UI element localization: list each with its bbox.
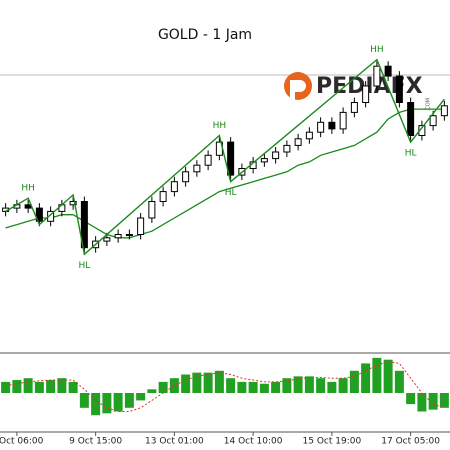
moving-average [5,108,445,239]
candle-body [407,102,415,136]
histogram-bar [91,393,101,416]
candle-body [260,158,268,163]
candle-body [317,121,325,133]
histogram-bar [406,393,416,405]
x-tick-label: 13 Oct 01:00 [145,437,204,447]
candle-body [294,138,302,146]
histogram-bar [102,393,112,414]
candle-body [35,207,43,222]
candle-body [227,141,235,176]
histogram-bar [271,381,281,393]
candle-body [440,105,448,117]
logo: PEDIAFX .COM [284,72,432,111]
zigzag-label: HH [213,121,227,131]
histogram-bar [147,389,157,393]
zigzag-label: HL [78,261,90,271]
histogram-bar [439,393,449,408]
histogram-bar [248,381,258,393]
candle-body [125,234,133,236]
candle-body [159,191,167,203]
histogram-bar [226,378,236,393]
candle-body [24,204,32,209]
histogram-bar [192,372,202,393]
chart-title: GOLD - 1 Jam [158,27,252,43]
histogram-bar [417,393,427,412]
x-tick-label: 0 Oct 06:00 [0,437,44,447]
histogram-bar [113,393,123,412]
histogram-bar [68,381,78,393]
histogram-bar [372,357,382,393]
plot-layer: HH HL HH HL HH HL 0 Oct 06:00 9 Oct 15:00 13 Oct… [0,45,449,447]
candle-body [148,201,156,219]
candle-body [193,164,201,173]
candle-body [429,115,437,127]
histogram-bar [46,380,56,393]
candle-body [47,210,55,222]
histogram-bar [428,393,438,410]
candle-body [339,111,347,130]
histogram-bar [316,378,326,393]
candle-body [272,151,280,160]
histogram-bar [394,370,404,393]
histogram-bar [203,372,213,393]
histogram-bar [383,359,393,393]
candle-body [80,201,88,249]
candle-body [350,102,358,113]
candle-body [328,121,336,130]
signal-line [5,361,445,412]
histogram-bar [361,363,371,393]
histogram-bar [338,378,348,393]
histogram-bar [79,393,89,408]
histogram-bar [136,393,146,401]
histogram-bar [57,378,67,393]
candle-body [182,171,190,183]
histogram-bar [181,374,191,393]
logo-glyph [290,80,306,100]
x-tick-label: 15 Oct 19:00 [303,437,362,447]
candle-body [373,65,381,87]
zigzag-line [5,58,445,256]
zigzag-label: HH [370,45,384,55]
candle-body [384,65,392,77]
candle-body [103,237,111,242]
candle-body [114,234,122,239]
histogram-bar [12,380,22,393]
candle-body [283,144,291,153]
histogram-bar [169,378,179,393]
histogram-bar [304,376,314,393]
histogram-bar [349,370,359,393]
zigzag-label: HL [405,149,417,159]
candle-body [170,181,178,193]
histogram-bar [214,370,224,393]
histogram-bar [124,393,134,408]
candle-body [137,217,145,235]
histogram-bar [1,381,11,393]
x-tick-label: 14 Oct 10:00 [224,437,283,447]
x-tick-label: 17 Oct 05:00 [381,437,440,447]
histogram-bar [34,381,44,393]
logo-text: PEDIAFX [316,74,423,99]
logo-sub: .COM [426,98,432,111]
candle-body [362,85,370,103]
histogram-bar [327,381,337,393]
histogram-bar [282,378,292,393]
candle-body [305,131,313,140]
histogram-bar [259,383,269,393]
x-tick-label: 9 Oct 15:00 [69,437,122,447]
histogram-bar [293,376,303,393]
histogram-bar [158,381,168,393]
zigzag-label: HL [225,188,237,198]
histogram-bar [23,378,33,393]
candle-body [395,75,403,103]
histogram-bar [237,381,247,393]
zigzag-label: HH [21,184,35,194]
candle-body [204,154,212,166]
candle-body [69,201,77,206]
